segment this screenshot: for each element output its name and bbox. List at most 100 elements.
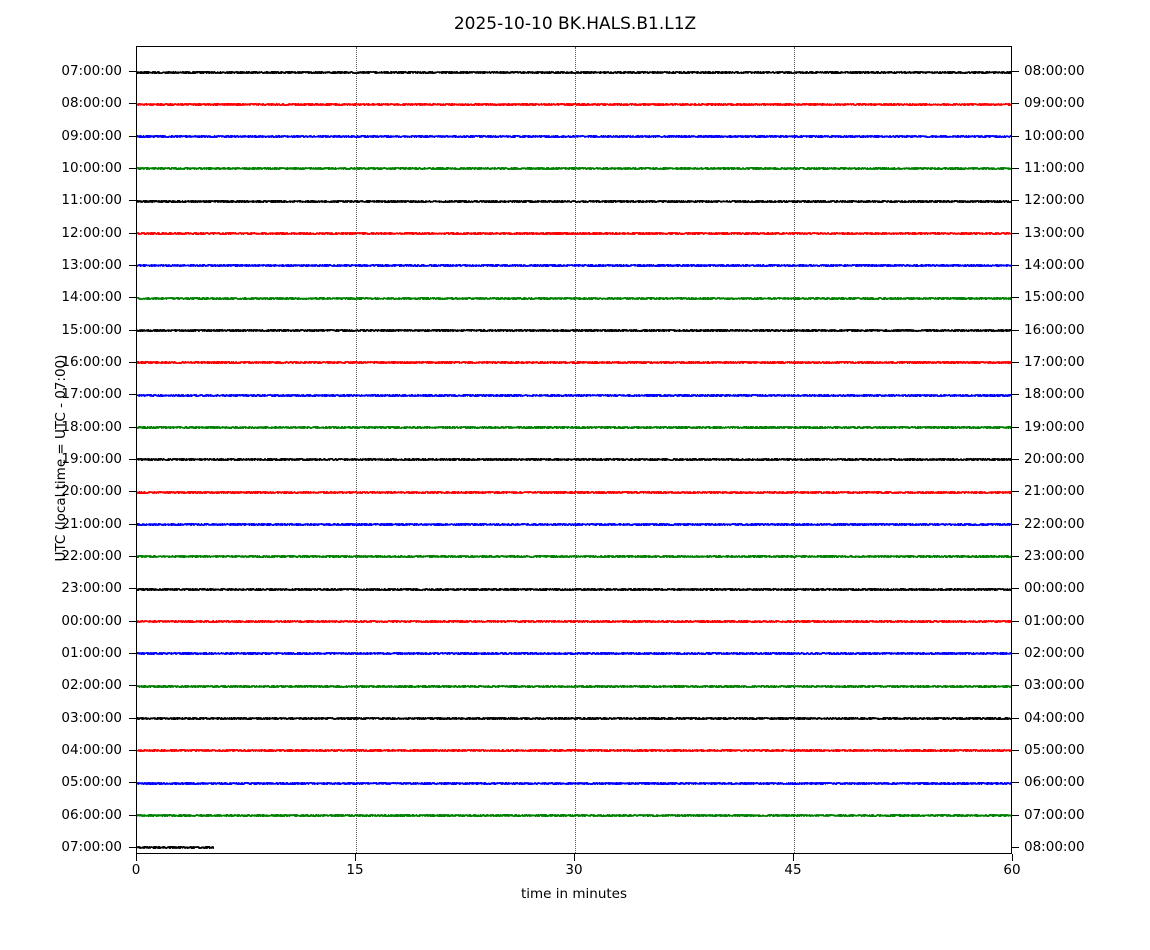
x-tick-label: 60 xyxy=(1003,862,1021,878)
y-tick-right xyxy=(1012,329,1019,331)
y-tick-label-left: 05:00:00 xyxy=(61,774,122,791)
y-tick-right xyxy=(1012,846,1019,848)
y-tick-right xyxy=(1012,103,1019,105)
trace-waveform xyxy=(137,587,1011,591)
y-tick-label-right: 02:00:00 xyxy=(1024,644,1085,661)
trace-row xyxy=(137,296,1011,300)
y-tick-label-right: 01:00:00 xyxy=(1024,612,1085,629)
trace-waveform xyxy=(137,781,1011,785)
trace-row xyxy=(137,555,1011,559)
y-tick-label-right: 08:00:00 xyxy=(1024,63,1085,79)
y-tick-label-left: 03:00:00 xyxy=(61,709,122,726)
trace-row xyxy=(137,458,1011,462)
y-tick-label-right: 11:00:00 xyxy=(1024,159,1085,176)
y-tick-label-left: 07:00:00 xyxy=(61,838,122,855)
trace-row xyxy=(137,620,1011,624)
x-tick-label: 30 xyxy=(565,862,583,878)
y-tick-left xyxy=(129,717,136,719)
y-tick-left xyxy=(129,555,136,557)
trace-row xyxy=(137,814,1011,818)
y-tick-left xyxy=(129,264,136,266)
y-tick-right xyxy=(1012,394,1019,396)
y-tick-label-left: 12:00:00 xyxy=(61,224,122,241)
y-tick-label-left: 14:00:00 xyxy=(61,289,122,306)
trace-row xyxy=(137,393,1011,397)
y-tick-left xyxy=(129,652,136,654)
y-tick-left xyxy=(129,167,136,169)
trace-row xyxy=(137,749,1011,753)
y-tick-label-left: 17:00:00 xyxy=(61,386,122,403)
y-tick-left xyxy=(129,297,136,299)
trace-waveform xyxy=(137,199,1011,203)
y-tick-right xyxy=(1012,588,1019,590)
trace-waveform xyxy=(137,490,1011,494)
y-tick-label-right: 21:00:00 xyxy=(1024,483,1085,500)
trace-waveform xyxy=(137,102,1011,106)
y-tick-label-left: 18:00:00 xyxy=(61,418,122,435)
x-tick-mark xyxy=(355,854,356,861)
y-tick-label-right: 03:00:00 xyxy=(1024,677,1085,694)
trace-row xyxy=(137,587,1011,591)
trace-waveform xyxy=(137,684,1011,688)
trace-row xyxy=(137,167,1011,171)
y-tick-left xyxy=(129,394,136,396)
y-tick-label-right: 13:00:00 xyxy=(1024,224,1085,241)
gridline-15min xyxy=(356,47,357,853)
trace-waveform xyxy=(137,232,1011,236)
y-tick-left xyxy=(129,523,136,525)
trace-waveform xyxy=(137,749,1011,753)
y-tick-left xyxy=(129,232,136,234)
y-tick-left xyxy=(129,782,136,784)
y-tick-label-right: 17:00:00 xyxy=(1024,353,1085,370)
x-tick-mark xyxy=(136,854,137,861)
y-tick-label-left: 09:00:00 xyxy=(61,127,122,144)
y-tick-left xyxy=(129,135,136,137)
trace-waveform xyxy=(137,361,1011,365)
y-tick-label-right: 23:00:00 xyxy=(1024,547,1085,564)
y-tick-right xyxy=(1012,717,1019,719)
x-tick-mark xyxy=(574,854,575,861)
y-tick-right xyxy=(1012,361,1019,363)
trace-row xyxy=(137,684,1011,688)
y-tick-label-right: 00:00:00 xyxy=(1024,580,1085,597)
gridline-30min xyxy=(575,47,576,853)
y-tick-label-left: 07:00:00 xyxy=(61,63,122,79)
y-tick-left xyxy=(129,491,136,493)
y-tick-label-right: 09:00:00 xyxy=(1024,95,1085,112)
y-tick-label-left: 21:00:00 xyxy=(61,515,122,532)
trace-row xyxy=(137,652,1011,656)
y-tick-right xyxy=(1012,555,1019,557)
y-tick-label-left: 04:00:00 xyxy=(61,741,122,758)
y-tick-label-left: 19:00:00 xyxy=(61,450,122,467)
trace-row xyxy=(137,426,1011,430)
y-tick-right xyxy=(1012,200,1019,202)
trace-row xyxy=(137,264,1011,268)
trace-waveform xyxy=(137,135,1011,139)
trace-row xyxy=(137,102,1011,106)
y-tick-label-left: 16:00:00 xyxy=(61,353,122,370)
y-tick-label-right: 10:00:00 xyxy=(1024,127,1085,144)
y-tick-right xyxy=(1012,264,1019,266)
trace-waveform xyxy=(137,458,1011,462)
y-tick-left xyxy=(129,620,136,622)
trace-row xyxy=(137,781,1011,785)
y-tick-right xyxy=(1012,297,1019,299)
y-tick-label-left: 11:00:00 xyxy=(61,192,122,209)
trace-waveform xyxy=(137,329,1011,333)
y-tick-left xyxy=(129,200,136,202)
plot-area xyxy=(136,46,1012,854)
gridline-45min xyxy=(794,47,795,853)
y-tick-label-right: 22:00:00 xyxy=(1024,515,1085,532)
y-tick-right xyxy=(1012,426,1019,428)
trace-waveform xyxy=(137,652,1011,656)
y-tick-label-right: 06:00:00 xyxy=(1024,774,1085,791)
trace-row xyxy=(137,361,1011,365)
y-tick-label-left: 15:00:00 xyxy=(61,321,122,338)
trace-row xyxy=(137,846,215,850)
y-tick-label-left: 08:00:00 xyxy=(61,95,122,112)
y-tick-left xyxy=(129,103,136,105)
y-tick-label-right: 08:00:00 xyxy=(1024,838,1085,855)
y-tick-left xyxy=(129,426,136,428)
y-tick-label-left: 02:00:00 xyxy=(61,677,122,694)
